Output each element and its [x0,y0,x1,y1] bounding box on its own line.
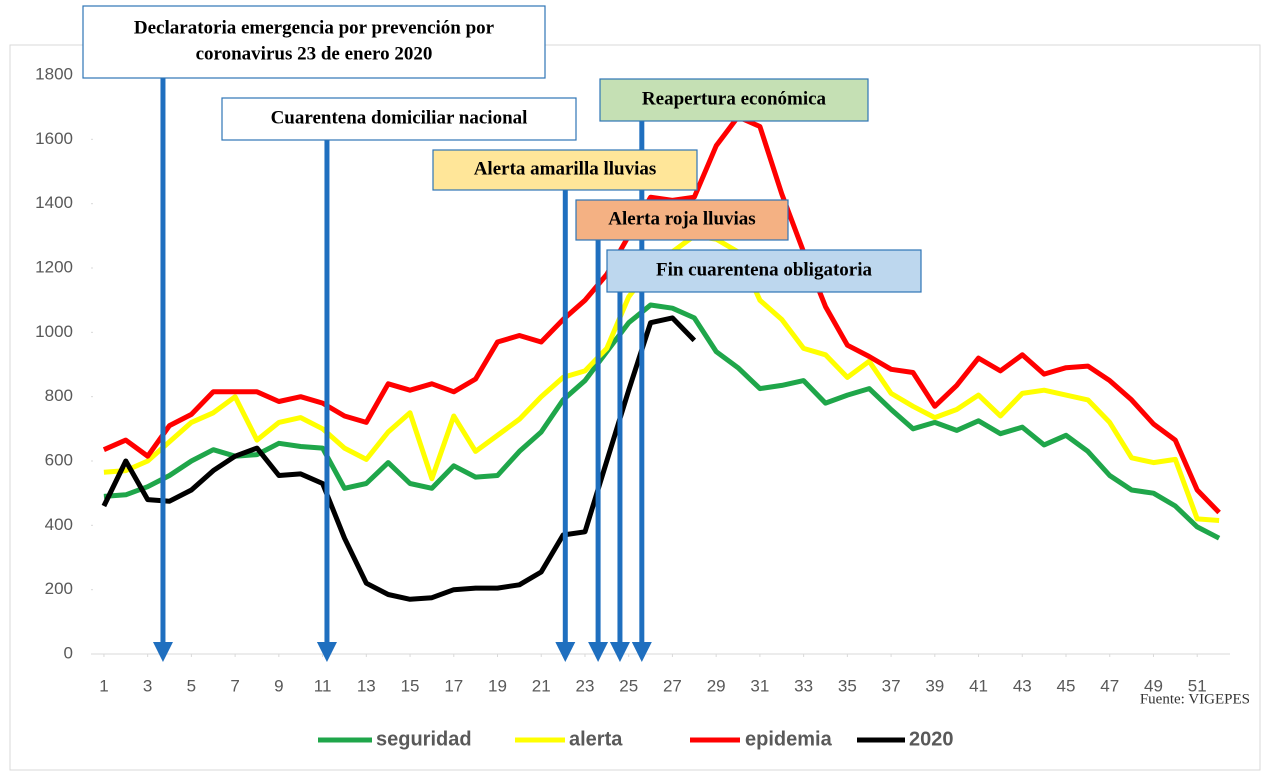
y-tick-label: 400 [45,515,73,534]
x-tick-label: 9 [274,676,283,695]
line-series [103,302,1221,541]
x-tick-label: 13 [357,676,376,695]
x-tick-label: 41 [969,676,988,695]
x-tick-label: 23 [576,676,595,695]
x-tick-label: 51 [1188,676,1207,695]
annotation-text: Alerta amarilla lluvias [474,158,657,179]
x-tick-label: 19 [488,676,507,695]
annotation-box [575,199,789,241]
legend-label: 2020 [909,728,954,750]
annotation-text: Cuarentena domiciliar nacional [271,107,528,128]
y-tick-label: 600 [45,450,73,469]
chart-frame [9,44,1261,771]
annotation-text: coronavirus 23 de enero 2020 [196,43,433,64]
x-tick-label: 21 [532,676,551,695]
y-tick-label: 800 [45,386,73,405]
annotation-box [432,149,698,191]
x-tick-label: 15 [401,676,420,695]
x-tick-label: 31 [750,676,769,695]
x-tick-label: 37 [882,676,901,695]
x-tick-label: 25 [619,676,638,695]
source: Fuente: VIGEPES [1140,691,1250,707]
x-tick-label: 5 [187,676,196,695]
y-tick-label: 1200 [35,257,73,276]
x-tick-label: 45 [1057,676,1076,695]
x-tick-label: 47 [1100,676,1119,695]
y-tick-label: 1400 [35,193,73,212]
x-tick-label: 3 [143,676,152,695]
x-tick-label: 11 [314,676,332,695]
x-tick-label: 35 [838,676,857,695]
annotation-box [82,5,546,79]
y-tick-label: 0 [64,643,73,662]
annotation-box [599,78,869,122]
annotation-text: Alerta roja lluvias [608,208,755,229]
x-tick-label: 33 [794,676,813,695]
x-tick-label: 29 [707,676,726,695]
legend-label: epidemia [745,728,833,750]
annotation-text: Fin cuarentena obligatoria [656,259,873,280]
annotation-text: Reapertura económica [642,88,827,109]
x-tick-label: 17 [444,676,463,695]
y-tick-label: 1800 [35,64,73,83]
x-tick-label: 27 [663,676,682,695]
x-tick-label: 39 [925,676,944,695]
x-tick-label: 7 [230,676,239,695]
annotation-box [606,249,922,293]
annotation-box [221,97,577,141]
legend-label: alerta [569,728,623,750]
x-tick-label: 49 [1144,676,1163,695]
x-tick-label: 1 [99,676,108,695]
legend-label: seguridad [376,728,472,750]
x-tick-label: 43 [1013,676,1032,695]
y-tick-label: 1000 [35,322,73,341]
y-tick-label: 200 [45,579,73,598]
annotation-text: Declaratoria emergencia por prevención p… [134,17,495,38]
y-tick-label: 1600 [35,129,73,148]
line-series [102,114,1221,515]
